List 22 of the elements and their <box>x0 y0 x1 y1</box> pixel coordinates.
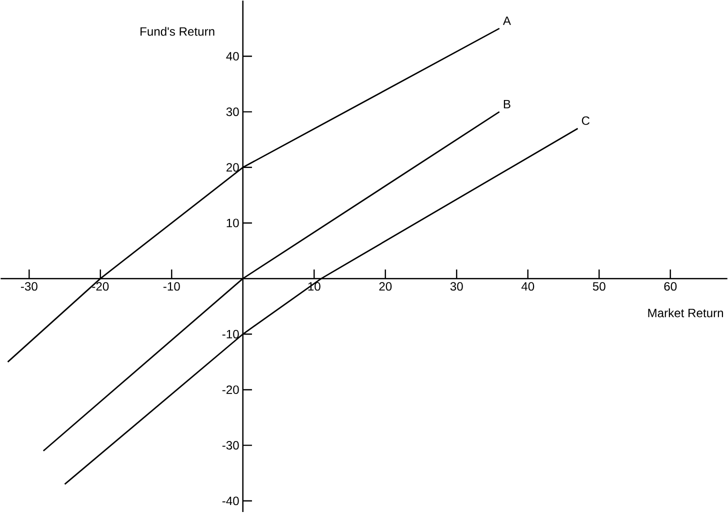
x-tick-label: -10 <box>163 282 180 291</box>
y-tick-label: 20 <box>226 163 239 172</box>
y-tick-label: 30 <box>226 108 239 116</box>
x-tick-label: -20 <box>92 282 109 291</box>
y-tick-label: 10 <box>226 218 239 228</box>
x-tick-label: 10 <box>308 282 320 291</box>
series-label: B <box>504 100 510 108</box>
x-tick-label: 20 <box>379 282 392 291</box>
series-label: C <box>582 116 590 126</box>
x-tick-label: -30 <box>20 282 38 291</box>
x-tick-label: 40 <box>521 282 534 291</box>
y-axis-title: Fund's Return <box>140 27 214 36</box>
x-tick-label: 50 <box>592 282 606 291</box>
series-label: A <box>502 16 511 26</box>
y-tick-label: -10 <box>222 330 239 339</box>
y-tick-label: -20 <box>222 386 239 394</box>
x-tick-label: 60 <box>664 282 677 291</box>
x-axis-title: Market Return <box>648 308 723 318</box>
y-tick-label: -40 <box>222 496 239 506</box>
x-tick-label: 30 <box>450 282 463 291</box>
y-tick-label: 40 <box>226 52 239 61</box>
y-tick-label: -30 <box>222 441 239 450</box>
